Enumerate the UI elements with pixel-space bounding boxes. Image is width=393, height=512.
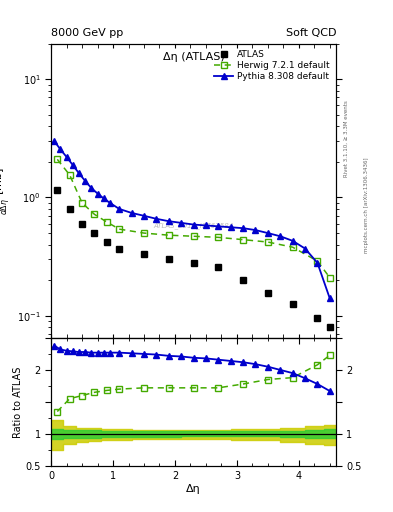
ATLAS (327, 324, 332, 330)
Herwig 7.2.1 default (55, 156, 60, 162)
ATLAS (117, 245, 121, 251)
Line: ATLAS: ATLAS (54, 187, 333, 330)
ATLAS (166, 257, 171, 263)
ATLAS (80, 221, 84, 227)
Herwig 7.2.1 default (290, 244, 295, 250)
ATLAS (105, 239, 109, 245)
Legend: ATLAS, Herwig 7.2.1 default, Pythia 8.308 default: ATLAS, Herwig 7.2.1 default, Pythia 8.30… (212, 48, 332, 83)
Y-axis label: $\frac{d\sigma}{d\Delta\eta}$ [mb]: $\frac{d\sigma}{d\Delta\eta}$ [mb] (0, 167, 14, 215)
Pythia 8.308 default (83, 178, 88, 184)
Y-axis label: Ratio to ATLAS: Ratio to ATLAS (13, 366, 22, 438)
Pythia 8.308 default (179, 220, 184, 226)
ATLAS (191, 260, 196, 266)
Herwig 7.2.1 default (105, 219, 109, 225)
Herwig 7.2.1 default (315, 258, 320, 264)
Pythia 8.308 default (141, 212, 146, 219)
Pythia 8.308 default (253, 227, 258, 233)
ATLAS (141, 251, 146, 258)
Pythia 8.308 default (315, 260, 320, 266)
Herwig 7.2.1 default (191, 233, 196, 239)
Text: mcplots.cern.ch [arXiv:1306.3436]: mcplots.cern.ch [arXiv:1306.3436] (364, 157, 369, 252)
Pythia 8.308 default (101, 196, 106, 202)
Herwig 7.2.1 default (141, 230, 146, 236)
Pythia 8.308 default (303, 245, 307, 251)
ATLAS (92, 230, 97, 236)
ATLAS (241, 277, 246, 283)
Herwig 7.2.1 default (92, 211, 97, 218)
Pythia 8.308 default (191, 222, 196, 228)
ATLAS (55, 187, 60, 194)
Pythia 8.308 default (64, 154, 69, 160)
Pythia 8.308 default (95, 190, 100, 197)
Pythia 8.308 default (117, 206, 121, 212)
Pythia 8.308 default (129, 210, 134, 216)
Line: Herwig 7.2.1 default: Herwig 7.2.1 default (54, 156, 333, 281)
Pythia 8.308 default (108, 200, 112, 206)
Herwig 7.2.1 default (216, 234, 221, 241)
Herwig 7.2.1 default (241, 237, 246, 243)
Pythia 8.308 default (52, 138, 57, 144)
Text: ATLAS_2019_I1762584: ATLAS_2019_I1762584 (153, 223, 234, 229)
Text: Δη (ATLAS): Δη (ATLAS) (163, 52, 224, 62)
Pythia 8.308 default (204, 222, 208, 228)
Text: Soft QCD: Soft QCD (286, 28, 336, 38)
Pythia 8.308 default (216, 223, 221, 229)
Pythia 8.308 default (278, 233, 283, 239)
Pythia 8.308 default (241, 225, 246, 231)
Herwig 7.2.1 default (166, 232, 171, 238)
Herwig 7.2.1 default (327, 274, 332, 281)
ATLAS (67, 206, 72, 212)
Pythia 8.308 default (228, 224, 233, 230)
Pythia 8.308 default (290, 238, 295, 244)
Line: Pythia 8.308 default: Pythia 8.308 default (51, 138, 333, 302)
ATLAS (216, 264, 221, 270)
ATLAS (266, 290, 270, 296)
Pythia 8.308 default (166, 218, 171, 224)
ATLAS (290, 301, 295, 307)
Pythia 8.308 default (266, 230, 270, 236)
Herwig 7.2.1 default (266, 239, 270, 245)
Herwig 7.2.1 default (80, 200, 84, 206)
Pythia 8.308 default (327, 295, 332, 302)
Text: Rivet 3.1.10, ≥ 3.3M events: Rivet 3.1.10, ≥ 3.3M events (344, 100, 349, 177)
Pythia 8.308 default (58, 146, 63, 153)
Herwig 7.2.1 default (67, 172, 72, 178)
Herwig 7.2.1 default (117, 226, 121, 232)
Pythia 8.308 default (77, 170, 81, 176)
ATLAS (315, 315, 320, 322)
Pythia 8.308 default (89, 185, 94, 191)
Pythia 8.308 default (70, 162, 75, 168)
Text: 8000 GeV pp: 8000 GeV pp (51, 28, 123, 38)
Pythia 8.308 default (154, 216, 159, 222)
X-axis label: Δη: Δη (186, 483, 201, 494)
